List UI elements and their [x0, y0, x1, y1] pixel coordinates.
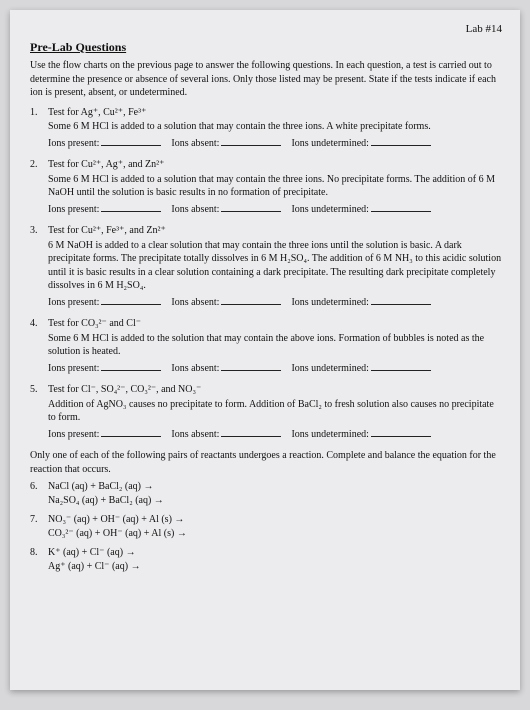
- absent-label: Ions absent:: [171, 204, 219, 215]
- q-number: 4.: [30, 317, 48, 375]
- intro-text: Use the flow charts on the previous page…: [30, 59, 502, 100]
- q-title: Test for Cu²⁺, Ag⁺, and Zn²⁺: [48, 158, 502, 172]
- blanks-row: Ions present: Ions absent: Ions undeterm…: [48, 136, 502, 151]
- q-desc: Addition of AgNO₃ causes no precipitate …: [48, 398, 502, 425]
- undet-label: Ions undetermined:: [291, 363, 368, 374]
- blank-input[interactable]: [371, 136, 431, 146]
- q-number: 2.: [30, 158, 48, 216]
- absent-label: Ions absent:: [171, 429, 219, 440]
- blank-input[interactable]: [221, 136, 281, 146]
- undet-label: Ions undetermined:: [291, 297, 368, 308]
- q-title: Test for CO₃²⁻ and Cl⁻: [48, 317, 502, 331]
- equation-8: 8. K⁺ (aq) + Cl⁻ (aq) → Ag⁺ (aq) + Cl⁻ (…: [30, 546, 502, 573]
- blanks-row: Ions present: Ions absent: Ions undeterm…: [48, 202, 502, 217]
- equation-7: 7. NO₃⁻ (aq) + OH⁻ (aq) + Al (s) → CO₃²⁻…: [30, 513, 502, 540]
- blank-input[interactable]: [371, 361, 431, 371]
- blank-input[interactable]: [101, 295, 161, 305]
- worksheet-page: Lab #14 Pre-Lab Questions Use the flow c…: [10, 10, 520, 690]
- blank-input[interactable]: [221, 361, 281, 371]
- equation-line: NO₃⁻ (aq) + OH⁻ (aq) + Al (s) →: [48, 513, 502, 527]
- blanks-row: Ions present: Ions absent: Ions undeterm…: [48, 361, 502, 376]
- q-desc: 6 M NaOH is added to a clear solution th…: [48, 239, 502, 293]
- equation-line: CO₃²⁻ (aq) + OH⁻ (aq) + Al (s) →: [48, 527, 502, 541]
- present-label: Ions present:: [48, 138, 99, 149]
- q-number: 7.: [30, 513, 48, 540]
- q-number: 5.: [30, 383, 48, 441]
- absent-label: Ions absent:: [171, 138, 219, 149]
- blanks-row: Ions present: Ions absent: Ions undeterm…: [48, 427, 502, 442]
- blank-input[interactable]: [221, 427, 281, 437]
- blank-input[interactable]: [371, 202, 431, 212]
- equation-line: K⁺ (aq) + Cl⁻ (aq) →: [48, 546, 502, 560]
- blank-input[interactable]: [221, 295, 281, 305]
- present-label: Ions present:: [48, 429, 99, 440]
- undet-label: Ions undetermined:: [291, 429, 368, 440]
- undet-label: Ions undetermined:: [291, 138, 368, 149]
- lab-number: Lab #14: [30, 22, 502, 37]
- blank-input[interactable]: [221, 202, 281, 212]
- q-title: Test for Ag⁺, Cu²⁺, Fe³⁺: [48, 106, 502, 120]
- q-number: 1.: [30, 106, 48, 151]
- absent-label: Ions absent:: [171, 363, 219, 374]
- blank-input[interactable]: [101, 361, 161, 371]
- question-4: 4. Test for CO₃²⁻ and Cl⁻ Some 6 M HCl i…: [30, 317, 502, 375]
- blank-input[interactable]: [101, 136, 161, 146]
- blank-input[interactable]: [101, 427, 161, 437]
- q-number: 8.: [30, 546, 48, 573]
- q-title: Test for Cl⁻, SO₄²⁻, CO₃²⁻, and NO₃⁻: [48, 383, 502, 397]
- question-3: 3. Test for Cu²⁺, Fe³⁺, and Zn²⁺ 6 M NaO…: [30, 224, 502, 309]
- present-label: Ions present:: [48, 297, 99, 308]
- undet-label: Ions undetermined:: [291, 204, 368, 215]
- blank-input[interactable]: [371, 295, 431, 305]
- q-title: Test for Cu²⁺, Fe³⁺, and Zn²⁺: [48, 224, 502, 238]
- blank-input[interactable]: [101, 202, 161, 212]
- question-5: 5. Test for Cl⁻, SO₄²⁻, CO₃²⁻, and NO₃⁻ …: [30, 383, 502, 441]
- q-number: 6.: [30, 480, 48, 507]
- equation-line: NaCl (aq) + BaCl₂ (aq) →: [48, 480, 502, 494]
- present-label: Ions present:: [48, 204, 99, 215]
- section-title: Pre-Lab Questions: [30, 39, 502, 55]
- q-desc: Some 6 M HCl is added to a solution that…: [48, 120, 502, 134]
- question-1: 1. Test for Ag⁺, Cu²⁺, Fe³⁺ Some 6 M HCl…: [30, 106, 502, 151]
- q-number: 3.: [30, 224, 48, 309]
- absent-label: Ions absent:: [171, 297, 219, 308]
- equation-6: 6. NaCl (aq) + BaCl₂ (aq) → Na₂SO₄ (aq) …: [30, 480, 502, 507]
- blank-input[interactable]: [371, 427, 431, 437]
- equation-line: Ag⁺ (aq) + Cl⁻ (aq) →: [48, 560, 502, 574]
- blanks-row: Ions present: Ions absent: Ions undeterm…: [48, 295, 502, 310]
- section-2-intro: Only one of each of the following pairs …: [30, 449, 502, 476]
- question-2: 2. Test for Cu²⁺, Ag⁺, and Zn²⁺ Some 6 M…: [30, 158, 502, 216]
- q-desc: Some 6 M HCl is added to the solution th…: [48, 332, 502, 359]
- equation-line: Na₂SO₄ (aq) + BaCl₂ (aq) →: [48, 494, 502, 508]
- q-desc: Some 6 M HCl is added to a solution that…: [48, 173, 502, 200]
- present-label: Ions present:: [48, 363, 99, 374]
